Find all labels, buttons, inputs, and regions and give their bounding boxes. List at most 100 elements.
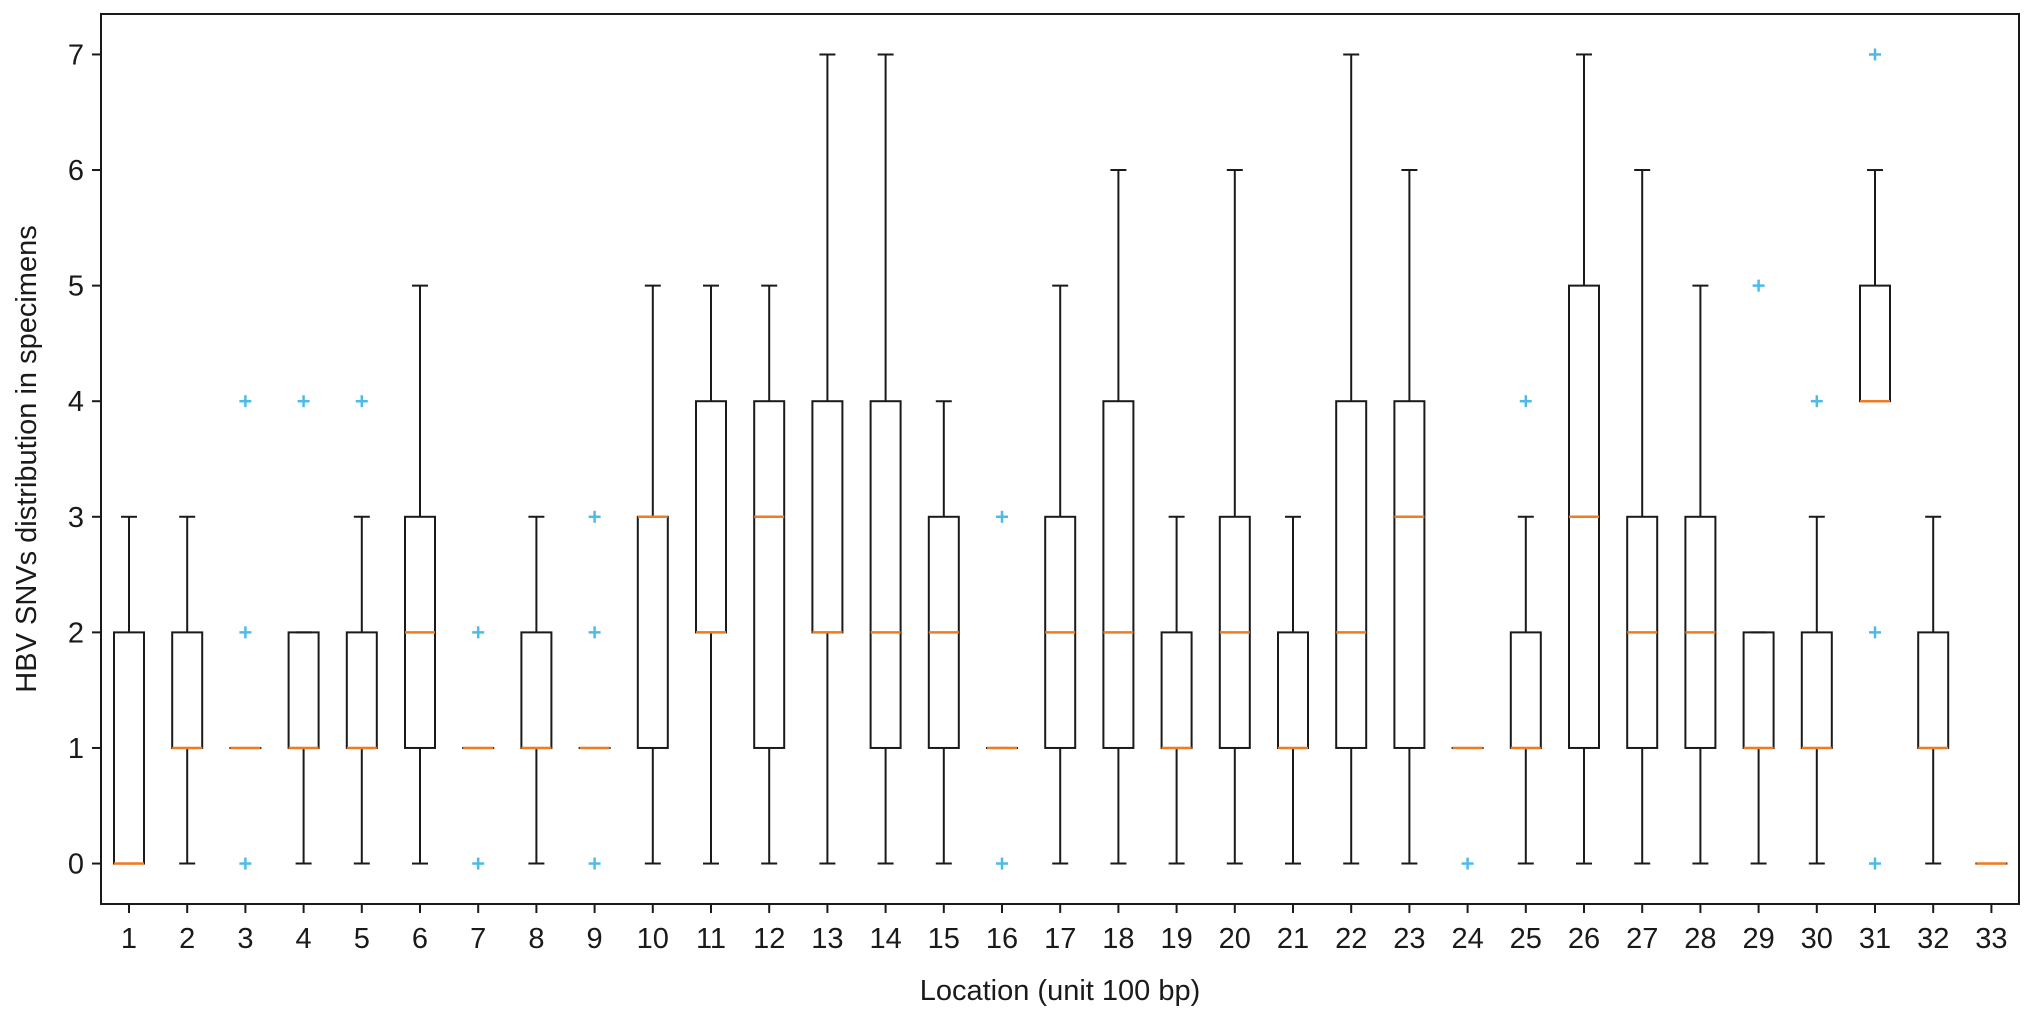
x-tick-label: 24 — [1451, 923, 1483, 955]
box-iqr — [1800, 631, 1833, 749]
outlier-marker — [1869, 626, 1881, 639]
box-group-14 — [869, 53, 902, 865]
box-group-5 — [345, 395, 378, 865]
outlier-marker — [996, 510, 1008, 523]
x-tick-label: 12 — [753, 923, 785, 955]
x-tick-label: 23 — [1393, 923, 1425, 955]
x-tick-label: 3 — [237, 923, 253, 955]
box-iqr — [171, 631, 204, 749]
box-iqr — [1742, 631, 1775, 749]
x-tick-label: 5 — [354, 923, 370, 955]
x-tick-label: 15 — [928, 923, 960, 955]
x-axis-title: Location (unit 100 bp) — [920, 975, 1201, 1007]
box-iqr — [1160, 631, 1193, 749]
y-tick-label: 3 — [68, 502, 84, 534]
x-tick-label: 32 — [1917, 923, 1949, 955]
box-group-11 — [695, 284, 727, 865]
box-iqr — [636, 515, 669, 749]
x-tick-label: 33 — [1975, 923, 2007, 955]
x-tick-label: 18 — [1102, 923, 1134, 955]
y-tick-label: 0 — [68, 849, 84, 881]
x-tick-label: 7 — [470, 923, 486, 955]
box-iqr — [1102, 400, 1135, 749]
box-group-22 — [1335, 53, 1368, 865]
box-group-31 — [1859, 48, 1891, 870]
box-group-8 — [520, 515, 553, 865]
box-iqr — [811, 400, 844, 634]
x-tick-label: 29 — [1742, 923, 1774, 955]
outlier-marker — [297, 395, 310, 408]
outlier-marker — [1869, 48, 1881, 61]
x-tick-label: 25 — [1510, 923, 1542, 955]
box-series — [113, 48, 2008, 870]
x-tick-label: 31 — [1859, 923, 1891, 955]
y-tick-label: 5 — [68, 271, 84, 303]
x-tick-label: 4 — [296, 923, 312, 955]
x-tick-label: 16 — [986, 923, 1018, 955]
x-tick-label: 19 — [1160, 923, 1192, 955]
x-tick-label: 26 — [1568, 923, 1600, 955]
outlier-marker — [996, 857, 1008, 870]
box-iqr — [753, 400, 786, 749]
box-group-17 — [1044, 284, 1077, 865]
outlier-marker — [1752, 279, 1765, 292]
box-iqr — [869, 400, 902, 749]
box-iqr — [113, 631, 145, 865]
box-iqr — [345, 631, 378, 749]
box-group-21 — [1277, 515, 1309, 865]
x-tick-label: 30 — [1801, 923, 1833, 955]
box-group-23 — [1393, 169, 1426, 865]
x-tick-label: 14 — [869, 923, 901, 955]
x-tick-label: 28 — [1684, 923, 1716, 955]
x-tick-label: 10 — [637, 923, 669, 955]
outlier-marker — [588, 510, 601, 523]
x-tick-label: 17 — [1044, 923, 1076, 955]
y-tick-label: 4 — [68, 386, 84, 418]
outlier-marker — [1810, 395, 1823, 408]
box-group-7 — [462, 626, 495, 870]
y-tick-label: 7 — [68, 39, 84, 71]
outlier-marker — [1461, 857, 1474, 870]
box-group-2 — [171, 515, 204, 865]
box-group-26 — [1568, 53, 1600, 865]
y-tick-label: 1 — [68, 733, 84, 765]
y-axis: 0 1 2 3 4 5 6 7 — [68, 39, 101, 881]
y-tick-label: 2 — [68, 617, 84, 649]
box-group-20 — [1218, 169, 1251, 865]
x-axis: 1 2 3 4 5 6 7 8 9 10 11 12 13 14 15 16 17 18 19 20 21 22 23 24 2… — [121, 904, 2008, 955]
x-tick-label: 6 — [412, 923, 428, 955]
x-tick-label: 9 — [587, 923, 603, 955]
y-tick-label: 6 — [68, 155, 84, 187]
x-tick-label: 2 — [179, 923, 195, 955]
box-iqr — [1859, 284, 1891, 403]
box-group-9 — [578, 510, 611, 870]
box-group-25 — [1509, 395, 1542, 865]
box-iqr — [695, 400, 727, 634]
outlier-marker — [239, 395, 252, 408]
outlier-marker — [472, 626, 485, 639]
box-group-32 — [1917, 515, 1950, 865]
outlier-marker — [472, 857, 485, 870]
box-group-18 — [1102, 169, 1135, 865]
outlier-marker — [588, 857, 601, 870]
box-iqr — [1393, 400, 1426, 749]
x-tick-label: 13 — [811, 923, 843, 955]
box-group-13 — [811, 53, 844, 865]
outlier-marker — [239, 626, 252, 639]
box-group-4 — [287, 395, 320, 865]
box-group-28 — [1684, 284, 1717, 865]
box-group-15 — [927, 400, 960, 865]
box-group-3 — [229, 395, 262, 870]
box-group-10 — [636, 284, 669, 865]
x-tick-label: 1 — [121, 923, 137, 955]
box-group-6 — [404, 284, 436, 865]
outlier-marker — [588, 626, 601, 639]
box-iqr — [520, 631, 553, 749]
x-tick-label: 8 — [528, 923, 544, 955]
box-group-24 — [1451, 746, 1484, 870]
box-group-30 — [1800, 395, 1833, 865]
box-iqr — [1917, 631, 1950, 749]
y-axis-title: HBV SNVs distribution in specimens — [11, 225, 43, 692]
box-group-12 — [753, 284, 786, 865]
